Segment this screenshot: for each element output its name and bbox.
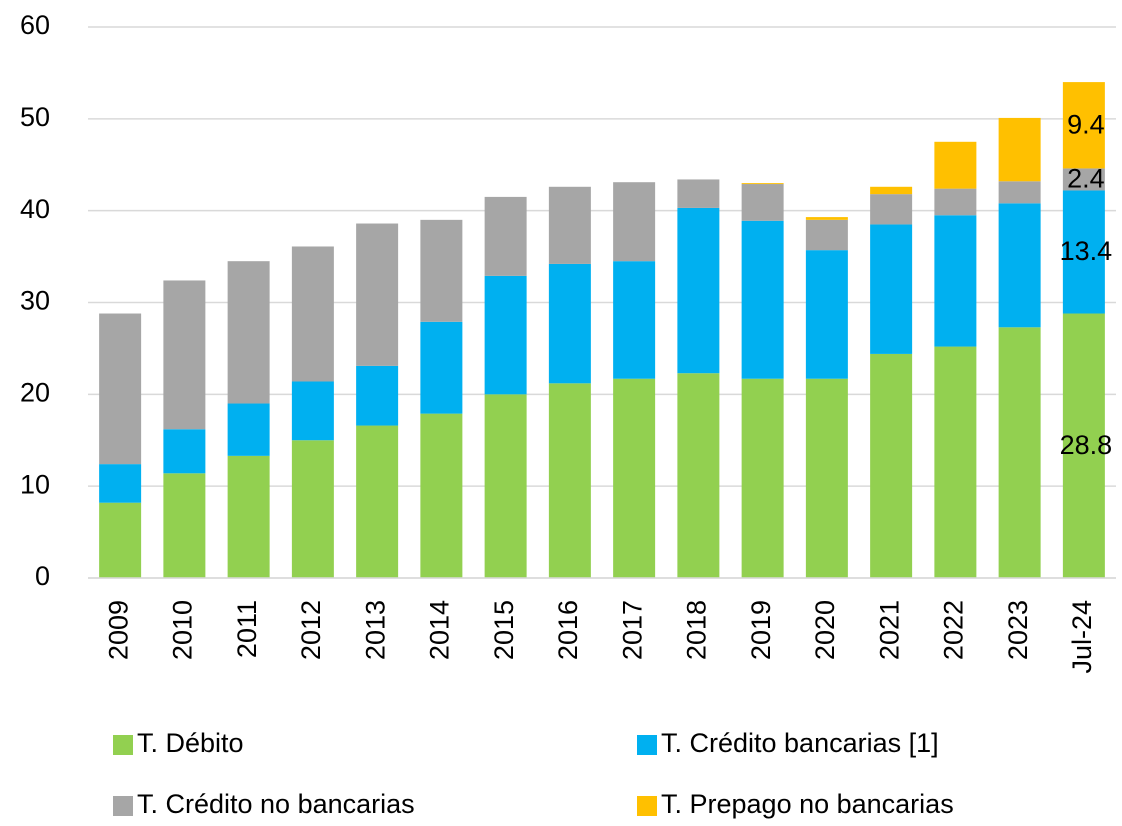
bar-segment: [805, 217, 848, 220]
bar-segment: [99, 464, 142, 503]
bar-segment: [741, 183, 784, 185]
bar-segment: [356, 425, 399, 578]
bar-segment: [420, 413, 463, 578]
bar-segment: [870, 353, 913, 578]
x-tick-label: 2015: [489, 600, 519, 660]
x-tick-label: 2012: [296, 600, 326, 660]
legend-label: T. Crédito bancarias [1]: [661, 728, 939, 758]
y-tick-label: 0: [35, 561, 50, 591]
bar-segment: [870, 194, 913, 225]
bar-segment: [548, 186, 591, 264]
y-tick-label: 50: [20, 102, 50, 132]
bar-segment: [163, 429, 206, 474]
y-tick-label: 30: [20, 286, 50, 316]
legend-swatch: [113, 796, 133, 816]
x-tick-label: 2011: [232, 600, 262, 658]
bar-segment: [998, 327, 1041, 578]
bar-segment: [934, 141, 977, 189]
data-label: 9.4: [1067, 109, 1105, 139]
bar-segment: [870, 186, 913, 195]
x-tick-label: 2013: [360, 600, 390, 660]
bar-segment: [291, 381, 334, 441]
legend-label: T. Débito: [137, 728, 244, 758]
x-tick-label: 2023: [1003, 600, 1033, 660]
bar-segment: [677, 373, 720, 578]
bar-segment: [227, 261, 270, 404]
bar-segment: [1062, 168, 1105, 191]
bar-segment: [548, 383, 591, 578]
bar-segment: [613, 261, 656, 379]
bar-segment: [998, 181, 1041, 204]
bar-segment: [870, 224, 913, 354]
bar-segment: [420, 321, 463, 414]
bar-segment: [1062, 313, 1105, 578]
y-tick-label: 10: [20, 469, 50, 499]
bar-segment: [484, 394, 527, 578]
x-tick-label: 2017: [617, 600, 647, 660]
bar-segment: [677, 207, 720, 374]
x-tick-label: 2014: [425, 600, 455, 660]
y-tick-label: 20: [20, 377, 50, 407]
x-tick-label: 2018: [682, 600, 712, 660]
x-tick-label: 2020: [810, 600, 840, 660]
bar-segment: [1062, 190, 1105, 314]
bar-segment: [741, 378, 784, 578]
y-tick-label: 60: [20, 10, 50, 40]
legend-label: T. Crédito no bancarias: [137, 789, 415, 819]
legend-swatch: [637, 735, 657, 755]
bar-segment: [1062, 82, 1105, 169]
bar-segment: [998, 203, 1041, 328]
bar-segment: [805, 219, 848, 251]
bar-segment: [291, 440, 334, 578]
x-tick-label: Jul-24: [1067, 600, 1097, 674]
bar-segment: [998, 117, 1041, 182]
bar-segment: [934, 215, 977, 347]
x-tick-label: 2022: [939, 600, 969, 660]
x-tick-label: 2009: [103, 600, 133, 660]
bar-segment: [99, 502, 142, 578]
bar-segment: [420, 219, 463, 322]
bar-segment: [99, 313, 142, 465]
legend-swatch: [113, 735, 133, 755]
bar-segment: [163, 473, 206, 578]
bar-segment: [484, 196, 527, 276]
legend-label: T. Prepago no bancarias: [661, 789, 954, 819]
bar-segment: [741, 220, 784, 379]
bar-segment: [613, 182, 656, 262]
bar-segment: [741, 184, 784, 221]
bar-segment: [805, 378, 848, 578]
bar-segment: [227, 403, 270, 456]
bar-segment: [613, 378, 656, 578]
x-tick-label: 2016: [553, 600, 583, 660]
data-label: 13.4: [1060, 236, 1113, 266]
bar-segment: [484, 275, 527, 395]
y-tick-label: 40: [20, 194, 50, 224]
bar-segment: [805, 250, 848, 379]
legend-swatch: [637, 796, 657, 816]
bar-segment: [934, 346, 977, 578]
bar-segment: [356, 365, 399, 426]
x-tick-label: 2021: [874, 600, 904, 660]
bar-segment: [291, 246, 334, 382]
data-label: 2.4: [1067, 164, 1105, 194]
x-tick-label: 2010: [168, 600, 198, 660]
data-label: 28.8: [1060, 430, 1113, 460]
bar-segment: [934, 188, 977, 216]
bar-segment: [356, 223, 399, 366]
bar-segment: [677, 179, 720, 208]
x-tick-label: 2019: [746, 600, 776, 660]
bar-segment: [548, 263, 591, 384]
bar-segment: [163, 280, 206, 430]
bar-segment: [227, 455, 270, 578]
